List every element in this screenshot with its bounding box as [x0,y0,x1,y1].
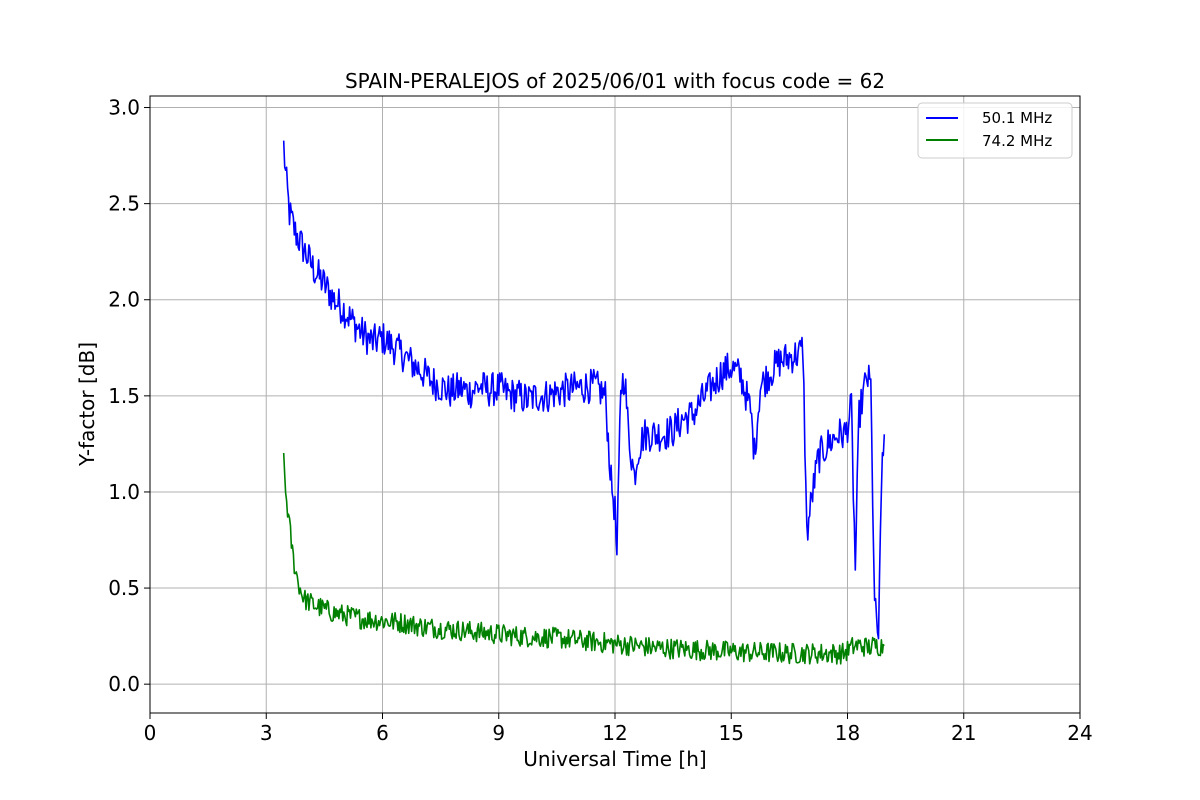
y-tick-label: 1.0 [108,480,140,504]
x-axis-label: Universal Time [h] [523,747,706,771]
y-tick-label: 2.0 [108,288,140,312]
legend: 50.1 MHz 74.2 MHz [917,102,1073,159]
x-tick-label: 0 [144,721,157,745]
x-tick-label: 6 [376,721,389,745]
y-axis: 0.0 0.5 1.0 1.5 2.0 2.5 3.0 [108,96,150,696]
y-axis-label: Y-factor [dB] [75,342,99,467]
legend-label-74-2-mhz: 74.2 MHz [982,132,1052,150]
series-line-74-2-mhz [282,452,885,665]
y-tick-label: 0.5 [108,576,140,600]
legend-box [917,102,1073,159]
y-tick-label: 0.0 [108,672,140,696]
x-tick-label: 9 [492,721,505,745]
x-tick-label: 24 [1067,721,1092,745]
x-tick-label: 15 [719,721,744,745]
x-tick-label: 12 [602,721,627,745]
series-layer [282,140,886,665]
grid [149,96,1081,713]
y-tick-label: 1.5 [108,384,140,408]
y-tick-label: 3.0 [108,96,140,120]
x-tick-label: 18 [835,721,860,745]
x-tick-label: 21 [951,721,976,745]
legend-label-50-1-mhz: 50.1 MHz [982,109,1052,127]
series-line-50-1-mhz [282,140,886,640]
x-axis: 0 3 6 9 12 15 18 21 24 [144,713,1093,745]
chart-title: SPAIN-PERALEJOS of 2025/06/01 with focus… [345,69,885,93]
x-tick-label: 3 [260,721,273,745]
y-tick-label: 2.5 [108,192,140,216]
